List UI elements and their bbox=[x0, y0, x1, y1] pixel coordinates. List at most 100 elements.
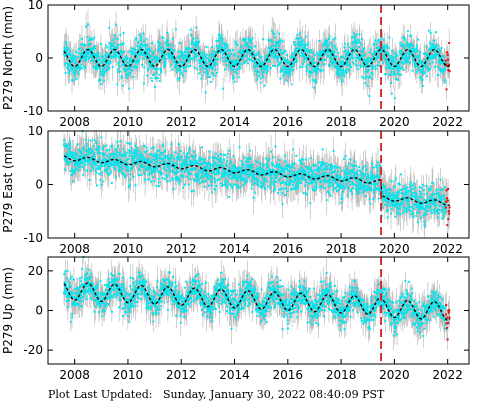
data-point bbox=[231, 174, 234, 177]
data-point bbox=[228, 195, 230, 198]
data-point bbox=[221, 50, 224, 52]
data-point bbox=[71, 153, 74, 156]
data-point bbox=[76, 163, 79, 166]
data-point bbox=[424, 59, 427, 62]
data-point bbox=[145, 44, 148, 47]
data-point bbox=[154, 154, 157, 157]
data-point bbox=[212, 54, 215, 56]
data-point bbox=[361, 54, 364, 57]
data-point bbox=[113, 53, 116, 56]
data-point bbox=[268, 47, 270, 50]
data-point bbox=[338, 69, 341, 72]
data-point bbox=[253, 66, 256, 69]
data-point bbox=[303, 54, 306, 56]
data-point bbox=[136, 54, 139, 57]
data-point bbox=[292, 52, 294, 55]
data-point bbox=[66, 156, 69, 159]
data-point bbox=[158, 47, 161, 50]
data-point bbox=[377, 45, 380, 48]
data-point bbox=[114, 168, 117, 171]
data-point bbox=[220, 157, 222, 160]
data-point bbox=[298, 37, 300, 40]
data-point bbox=[209, 162, 211, 165]
data-point bbox=[84, 54, 87, 57]
data-point bbox=[160, 70, 163, 73]
data-point bbox=[355, 33, 358, 36]
data-point bbox=[341, 60, 344, 63]
data-point bbox=[244, 38, 247, 41]
data-point bbox=[102, 70, 104, 72]
data-point bbox=[160, 172, 163, 175]
data-point bbox=[190, 42, 193, 45]
data-point bbox=[63, 168, 66, 171]
data-point bbox=[219, 182, 222, 185]
data-point bbox=[135, 37, 138, 39]
data-point bbox=[138, 174, 140, 176]
data-point bbox=[226, 184, 229, 187]
data-point bbox=[64, 47, 67, 50]
data-point bbox=[191, 40, 194, 43]
data-point bbox=[266, 56, 269, 59]
data-point bbox=[296, 41, 299, 44]
data-point bbox=[339, 67, 342, 70]
data-point bbox=[109, 153, 112, 156]
data-point bbox=[158, 149, 161, 152]
data-point bbox=[413, 54, 416, 57]
data-point bbox=[366, 62, 369, 65]
data-point bbox=[184, 70, 187, 72]
data-point bbox=[140, 39, 143, 42]
data-point bbox=[185, 158, 188, 161]
data-point bbox=[102, 68, 105, 71]
data-point bbox=[130, 66, 133, 69]
data-point bbox=[128, 154, 131, 157]
data-point bbox=[193, 59, 196, 62]
data-point bbox=[322, 50, 325, 53]
data-point bbox=[194, 154, 197, 157]
data-point bbox=[227, 175, 230, 178]
data-point bbox=[211, 164, 214, 166]
data-point bbox=[216, 45, 219, 48]
data-point bbox=[230, 171, 233, 174]
data-point bbox=[195, 56, 198, 59]
data-point bbox=[402, 44, 405, 46]
data-point bbox=[329, 60, 332, 63]
data-point bbox=[274, 36, 277, 39]
data-point bbox=[389, 57, 392, 60]
data-point bbox=[104, 144, 107, 147]
data-point bbox=[427, 69, 430, 72]
data-point bbox=[175, 176, 178, 178]
data-point bbox=[218, 178, 221, 181]
data-point bbox=[397, 72, 399, 75]
data-point bbox=[159, 61, 162, 64]
recent-point bbox=[448, 70, 451, 73]
data-point bbox=[427, 29, 430, 32]
data-point bbox=[349, 54, 352, 57]
data-point bbox=[85, 59, 88, 62]
data-point bbox=[89, 43, 92, 45]
data-point bbox=[444, 65, 447, 68]
data-point bbox=[327, 55, 330, 58]
data-point bbox=[277, 50, 280, 53]
data-point bbox=[174, 178, 177, 181]
data-point bbox=[136, 149, 139, 152]
data-point bbox=[143, 66, 146, 69]
data-point bbox=[85, 57, 88, 60]
data-point bbox=[81, 67, 84, 70]
data-point bbox=[207, 57, 210, 60]
data-point bbox=[145, 54, 148, 57]
data-point bbox=[238, 50, 241, 53]
data-point bbox=[385, 44, 388, 47]
data-point bbox=[406, 30, 409, 33]
data-point bbox=[365, 75, 368, 78]
data-point bbox=[216, 179, 219, 182]
data-point bbox=[212, 156, 215, 159]
data-point bbox=[191, 156, 194, 159]
data-point bbox=[65, 50, 68, 53]
data-point bbox=[385, 58, 387, 61]
data-point bbox=[279, 77, 282, 80]
data-point bbox=[173, 167, 176, 169]
data-point bbox=[233, 80, 236, 83]
data-point bbox=[212, 162, 215, 165]
data-point bbox=[174, 176, 177, 179]
data-point bbox=[73, 57, 76, 60]
